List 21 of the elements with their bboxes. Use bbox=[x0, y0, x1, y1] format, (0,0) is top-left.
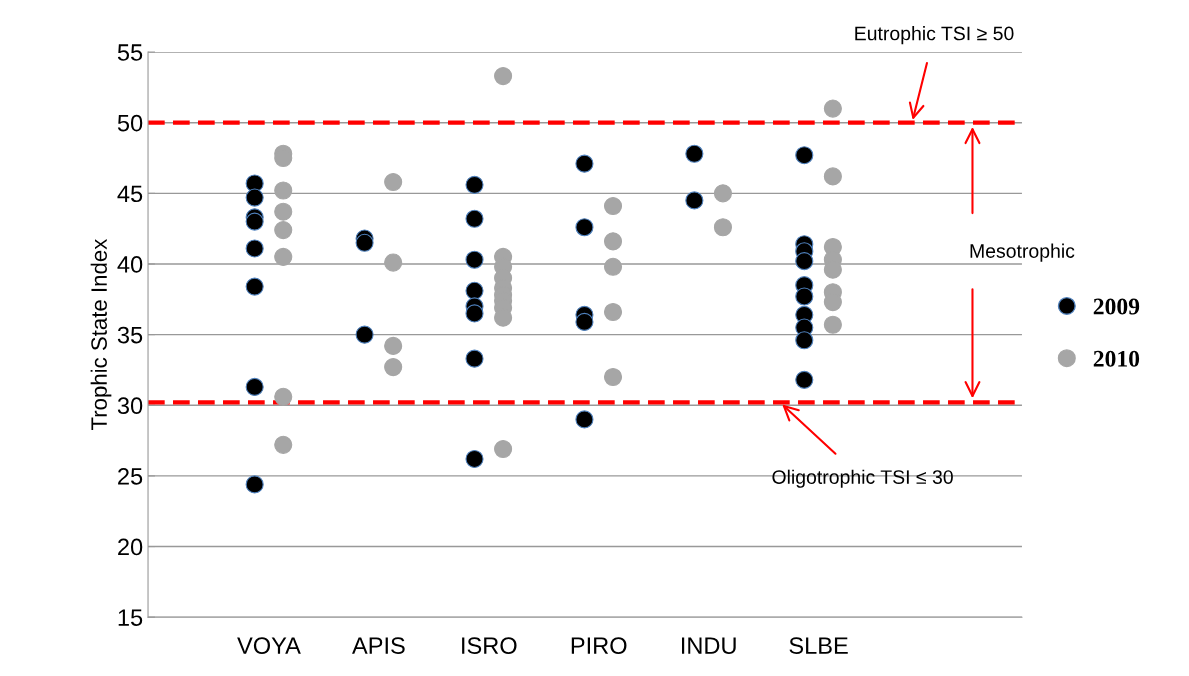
legend-label: 2009 bbox=[1093, 298, 1140, 315]
y-tick-label: 40 bbox=[117, 256, 143, 273]
x-tick-label: INDU bbox=[681, 637, 736, 654]
x-tick-label: APIS bbox=[352, 637, 405, 654]
text: Mesotrophic bbox=[970, 243, 1075, 262]
y-tick-label: 50 bbox=[117, 114, 143, 132]
y-tick-label: 35 bbox=[117, 326, 143, 344]
x-tick-label: PIRO bbox=[571, 637, 627, 654]
ref-line-label: Oligotrophic TSI ≤ 30 bbox=[772, 469, 953, 488]
y-tick-label: 25 bbox=[118, 467, 143, 485]
y-tick-label: 20 bbox=[118, 538, 143, 556]
legend-label: 2010 bbox=[1093, 350, 1140, 367]
ref-line-label: Eutrophic TSI ≥ 50 bbox=[855, 26, 1014, 45]
x-tick-label: ISRO bbox=[462, 637, 517, 654]
y-tick-label: 30 bbox=[117, 397, 143, 415]
x-tick-label: SLBE bbox=[789, 637, 848, 654]
x-tick-label: VOYA bbox=[237, 637, 301, 654]
y-tick-label: 55 bbox=[117, 44, 143, 61]
y-tick-label: 15 bbox=[118, 609, 143, 626]
y-tick-label: 45 bbox=[117, 185, 143, 203]
y-axis-title: Trophic State Index bbox=[90, 238, 112, 431]
